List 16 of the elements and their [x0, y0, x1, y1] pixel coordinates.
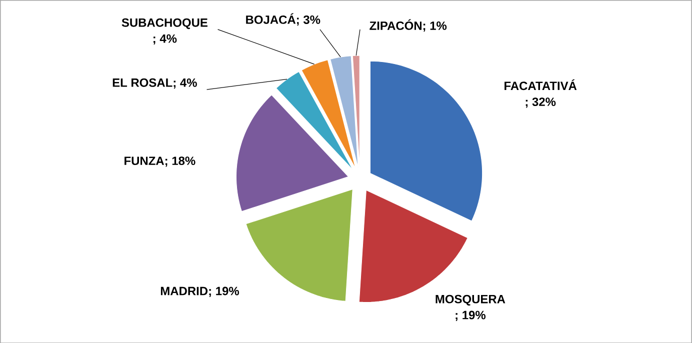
slice-label: FUNZA: [124, 156, 164, 165]
slice-label: MADRID: [160, 286, 208, 295]
data-label: ; 19%: [209, 286, 240, 297]
slice-label: BOJACÁ: [246, 13, 296, 24]
slice-label: SUBACHOQUE: [122, 18, 208, 29]
data-label: ; 3%: [297, 15, 320, 26]
slice-label: EL ROSAL: [112, 78, 172, 87]
data-label: ; 19%: [456, 310, 486, 321]
data-label: ; 18%: [165, 156, 196, 167]
slice-label: MOSQUERA: [436, 294, 506, 306]
slice-label: FACATATIVÁ: [504, 79, 577, 90]
data-label: ; 32%: [526, 97, 556, 108]
data-label: ; 1%: [423, 21, 447, 32]
slice-label: ZIPACÓN: [370, 19, 422, 30]
data-label: ; 4%: [174, 78, 197, 88]
data-label: ; 4%: [154, 34, 177, 44]
